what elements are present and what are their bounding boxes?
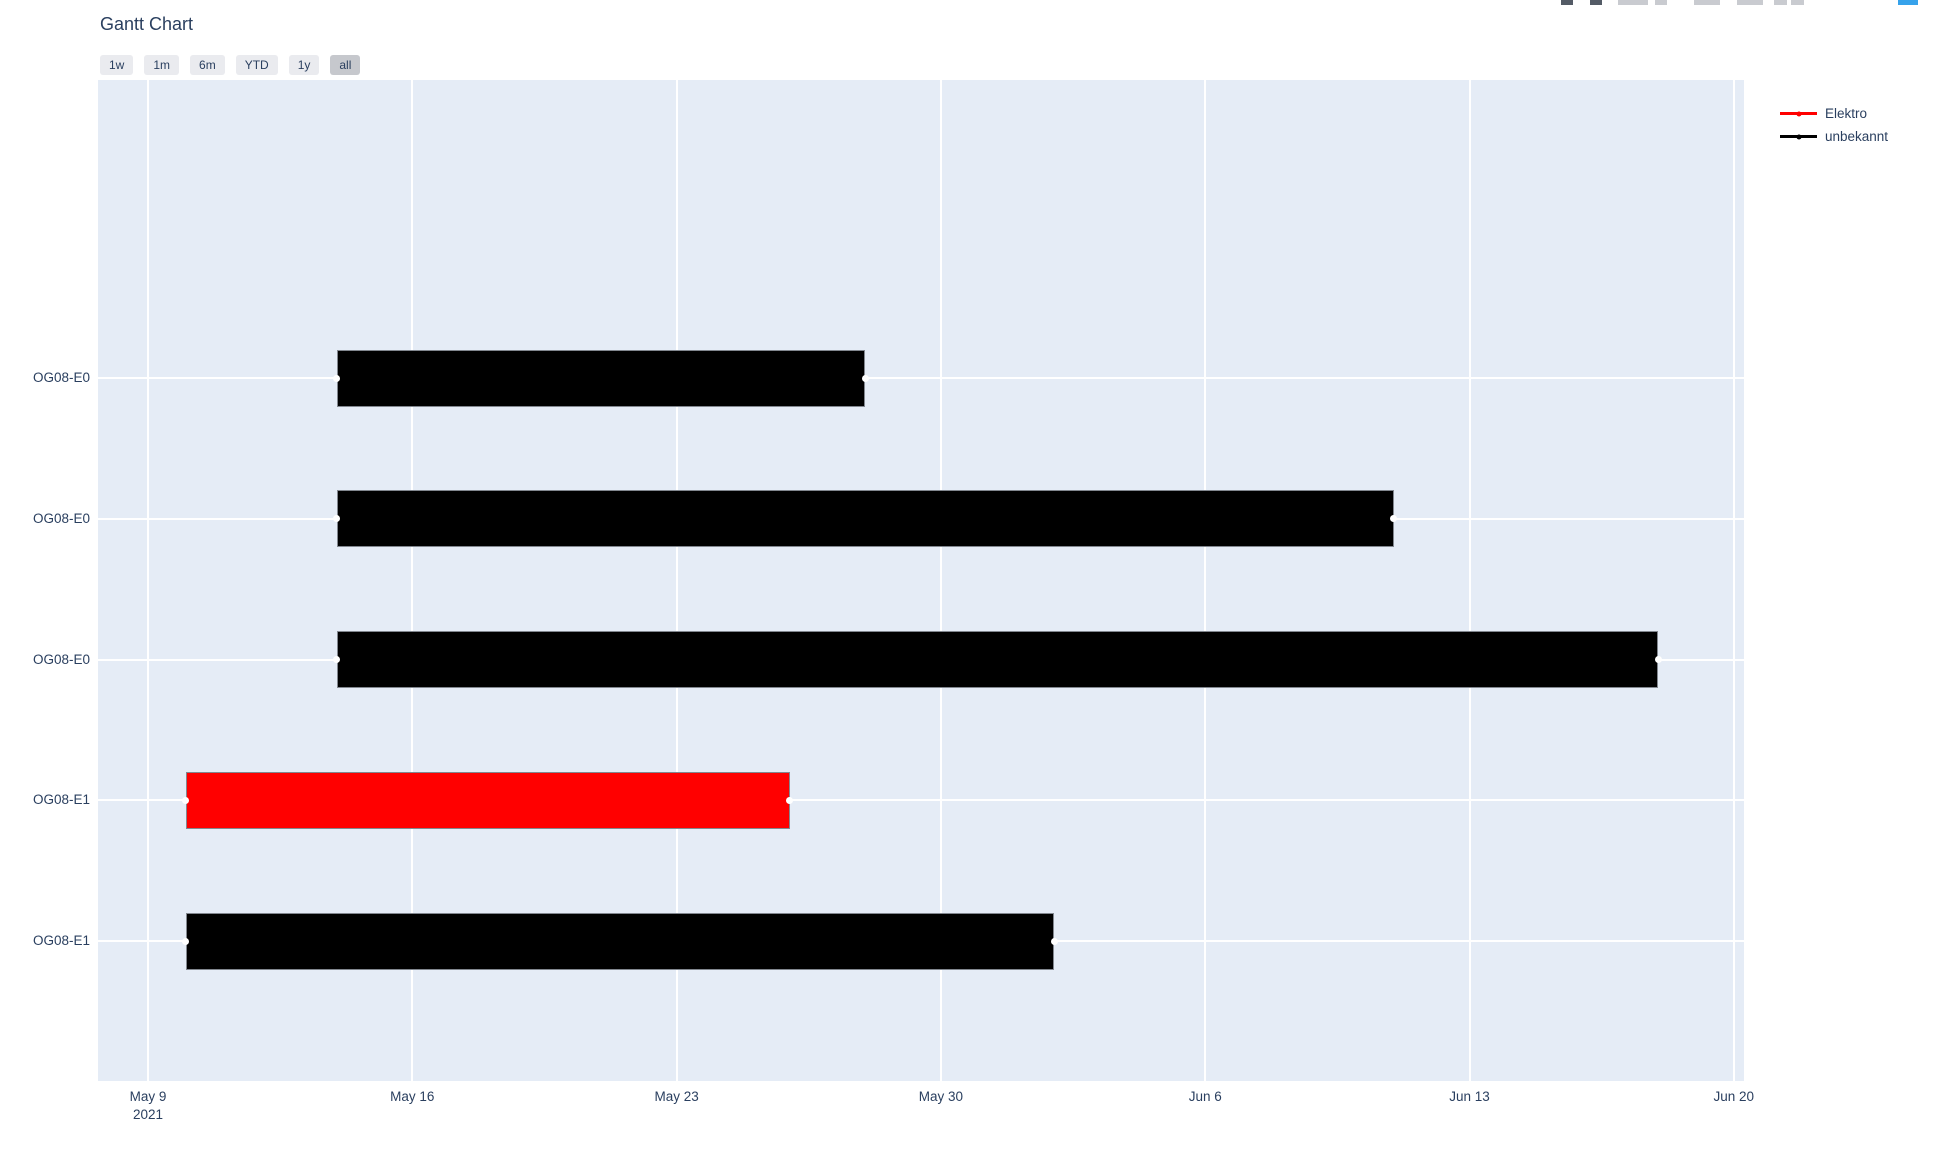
pan-icon[interactable]: [1618, 0, 1648, 5]
legend: Elektro unbekannt: [1780, 102, 1888, 148]
x-axis-label: May 9: [129, 1089, 167, 1104]
plotly-modebar: [0, 0, 1934, 6]
plot-area[interactable]: [98, 80, 1744, 1081]
x-axis-label: Jun 13: [1449, 1089, 1490, 1104]
x-axis-label: Jun 20: [1713, 1089, 1755, 1104]
legend-line-swatch: [1780, 111, 1817, 116]
range-button-1y[interactable]: 1y: [288, 55, 320, 75]
y-axis-label: OG08-E0: [32, 510, 90, 526]
box-select-icon[interactable]: [1655, 0, 1667, 5]
x-gridline: [411, 80, 414, 1081]
x-gridline: [1468, 80, 1471, 1081]
y-axis-label: OG08-E1: [32, 792, 90, 808]
legend-marker-dot: [1796, 111, 1801, 116]
chart-title: Gantt Chart: [100, 14, 194, 34]
zoom-out-icon[interactable]: [1737, 0, 1763, 5]
autoscale-icon[interactable]: [1774, 0, 1787, 5]
bar-endpoint-marker: [786, 796, 794, 804]
gantt-bar[interactable]: [185, 912, 1055, 970]
reset-axes-icon[interactable]: [1791, 0, 1804, 5]
y-axis-label: OG08-E1: [32, 933, 90, 948]
range-selector: 1w 1m 6m YTD 1y all: [100, 55, 361, 75]
bar-endpoint-marker: [333, 656, 341, 663]
bar-endpoint-marker: [182, 937, 190, 945]
bar-endpoint-marker: [333, 374, 341, 382]
legend-label: unbekannt: [1825, 129, 1889, 144]
bar-endpoint-marker: [1654, 656, 1662, 663]
x-gridline: [1732, 80, 1735, 1081]
bar-endpoint-marker: [1050, 937, 1058, 945]
y-axis-label: OG08-E0: [32, 370, 90, 385]
gantt-bar[interactable]: [336, 490, 1394, 548]
y-axis-label: OG08-E0: [32, 651, 90, 667]
gantt-bar[interactable]: [336, 631, 1659, 688]
gantt-bar[interactable]: [185, 771, 790, 829]
x-gridline: [147, 80, 150, 1081]
legend-item-unbekannt[interactable]: unbekannt: [1780, 125, 1888, 148]
range-button-all[interactable]: all: [330, 55, 361, 75]
x-axis-label: May 30: [918, 1089, 964, 1104]
x-axis-year-label: 2021: [132, 1107, 164, 1122]
x-axis-label: May 23: [654, 1089, 699, 1104]
bar-endpoint-marker: [333, 515, 341, 523]
x-gridline: [675, 80, 678, 1081]
legend-marker-dot: [1796, 134, 1801, 139]
legend-label: Elektro: [1825, 106, 1868, 121]
x-gridline: [939, 80, 942, 1081]
y-gridline: [98, 799, 1744, 802]
plotly-logo-icon[interactable]: [1898, 0, 1918, 5]
bar-endpoint-marker: [182, 796, 190, 804]
legend-item-elektro[interactable]: Elektro: [1780, 102, 1888, 125]
zoom-in-icon[interactable]: [1694, 0, 1720, 5]
range-button-6m[interactable]: 6m: [190, 55, 225, 75]
x-axis-label: May 16: [390, 1089, 435, 1104]
x-gridline: [1204, 80, 1207, 1081]
camera-icon[interactable]: [1561, 0, 1573, 5]
range-button-1m[interactable]: 1m: [144, 55, 180, 75]
x-axis-label: Jun 6: [1188, 1089, 1222, 1104]
range-button-ytd[interactable]: YTD: [235, 55, 278, 75]
zoom-icon[interactable]: [1590, 0, 1602, 5]
y-gridline: [98, 377, 1744, 379]
bar-endpoint-marker: [1390, 515, 1398, 523]
bar-endpoint-marker: [861, 374, 869, 382]
legend-line-swatch: [1780, 134, 1817, 139]
gantt-bar[interactable]: [336, 349, 866, 407]
range-button-1w[interactable]: 1w: [100, 55, 134, 75]
